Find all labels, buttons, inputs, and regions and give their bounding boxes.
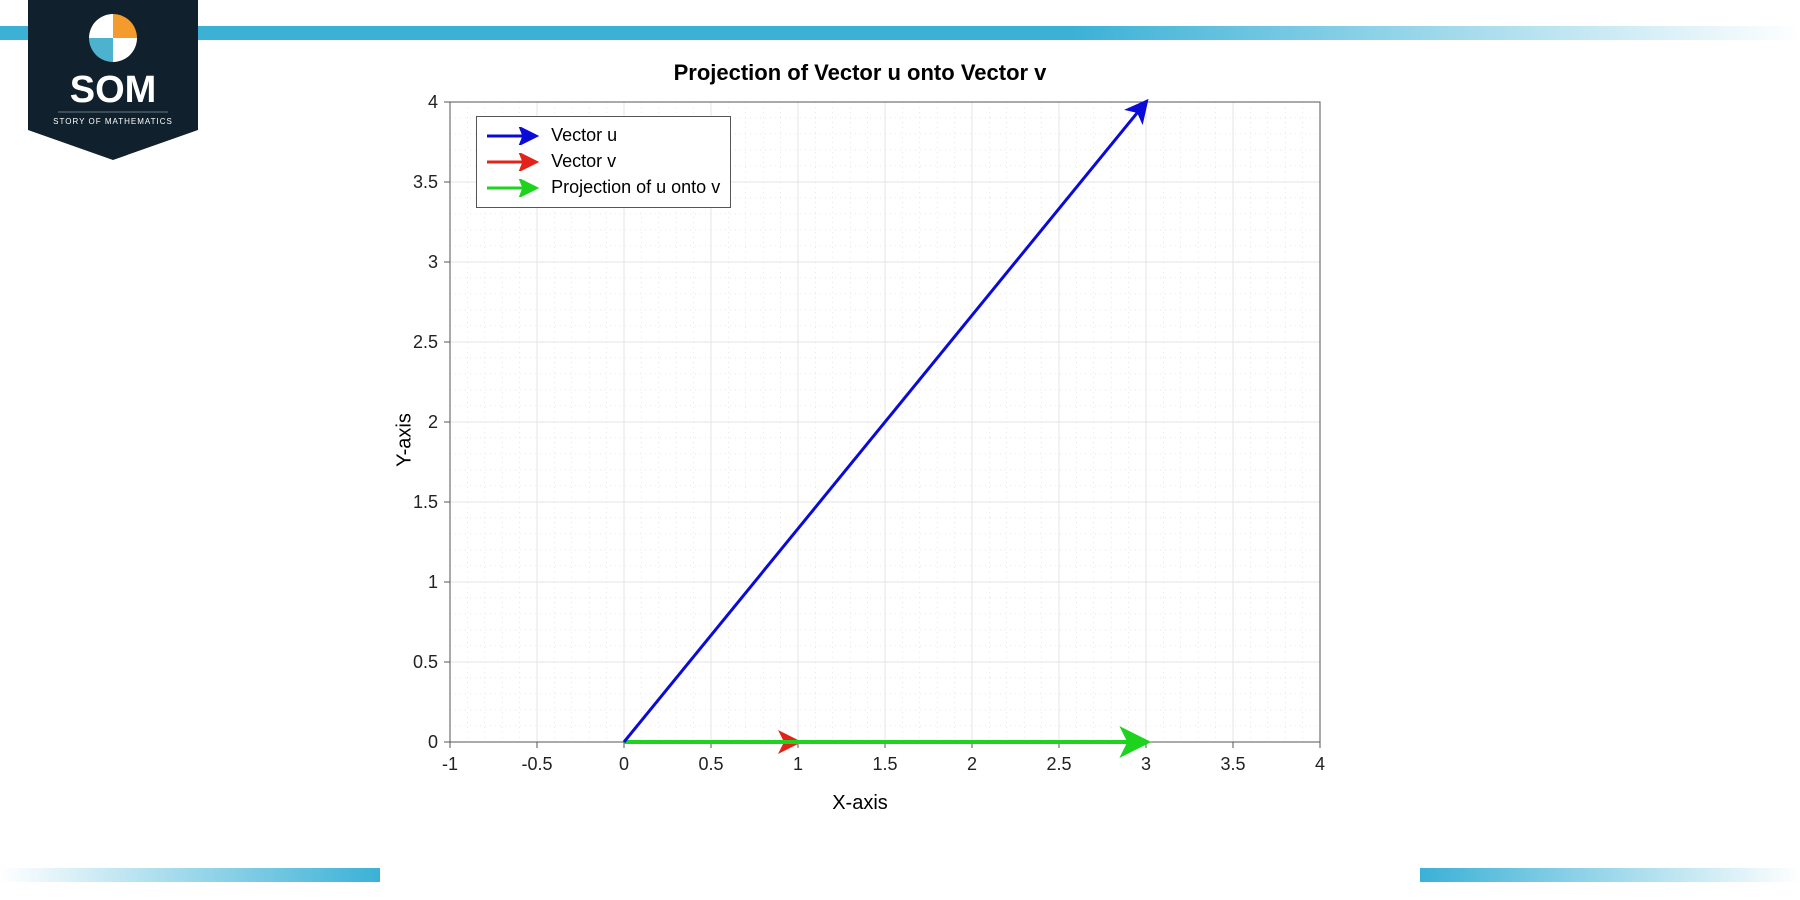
chart-title: Projection of Vector u onto Vector v [360, 60, 1360, 86]
y-tick-label: 0 [428, 732, 438, 752]
x-axis-label: X-axis [360, 792, 1360, 815]
y-axis-label: Y-axis [393, 413, 416, 467]
chart-container: Projection of Vector u onto Vector v Y-a… [360, 60, 1360, 830]
site-logo: SOM STORY OF MATHEMATICS [28, 0, 198, 160]
y-tick-label: 3.5 [413, 172, 438, 192]
y-tick-label: 0.5 [413, 652, 438, 672]
legend-arrow-icon [485, 127, 543, 145]
x-tick-label: 1.5 [872, 754, 897, 774]
legend-arrow-icon [485, 179, 543, 197]
bottom-accent-bar [0, 868, 1800, 882]
x-tick-label: 0 [619, 754, 629, 774]
y-tick-label: 3 [428, 252, 438, 272]
legend-label: Projection of u onto v [551, 177, 720, 198]
x-tick-label: 2 [967, 754, 977, 774]
y-tick-label: 1.5 [413, 492, 438, 512]
top-accent-bar [0, 26, 1800, 40]
legend-arrow-icon [485, 153, 543, 171]
x-tick-label: 3 [1141, 754, 1151, 774]
chart-legend: Vector u Vector v Projection of u onto v [476, 116, 731, 208]
x-tick-label: 2.5 [1046, 754, 1071, 774]
y-tick-label: 2 [428, 412, 438, 432]
y-tick-label: 4 [428, 92, 438, 112]
x-tick-label: -0.5 [521, 754, 552, 774]
legend-label: Vector v [551, 151, 616, 172]
legend-label: Vector u [551, 125, 617, 146]
x-tick-label: 4 [1315, 754, 1325, 774]
x-tick-label: 1 [793, 754, 803, 774]
x-tick-label: 0.5 [698, 754, 723, 774]
x-tick-label: -1 [442, 754, 458, 774]
bottom-bar-right [1420, 868, 1800, 882]
logo-svg: SOM STORY OF MATHEMATICS [28, 0, 198, 170]
legend-item: Vector u [485, 123, 720, 149]
logo-tagline: STORY OF MATHEMATICS [53, 117, 173, 126]
x-tick-label: 3.5 [1220, 754, 1245, 774]
y-tick-label: 1 [428, 572, 438, 592]
bottom-bar-left [0, 868, 380, 882]
legend-item: Vector v [485, 149, 720, 175]
y-tick-label: 2.5 [413, 332, 438, 352]
top-bar-right [180, 26, 1800, 40]
logo-text: SOM [70, 69, 157, 111]
legend-item: Projection of u onto v [485, 175, 720, 201]
